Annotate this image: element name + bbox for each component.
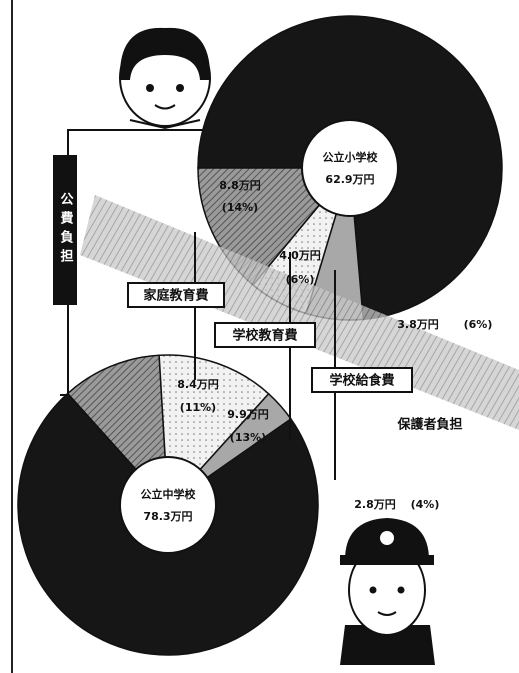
pie-center [301,119,399,217]
pie-total: 78.3万円 [143,510,192,523]
label-box [214,322,316,348]
pie-center [119,456,217,554]
percent-label: (6%) [286,273,315,286]
pie-label: 公立中学校 [141,487,197,501]
value-label: 4.0万円 [279,249,321,262]
percent-label: (4%) [411,498,440,511]
boy-illustration [340,518,435,665]
value-label: 8.8万円 [219,179,261,192]
value-label: 9.9万円 [227,408,269,421]
value-label: 8.4万円 [177,378,219,391]
category-label: 学校給食費 [329,373,394,389]
percent-label: (13%) [230,431,266,444]
value-label: 3.8万円 [397,318,439,331]
group-label: 保護者負担 [396,417,462,433]
percent-label: (6%) [464,318,493,331]
percent-label: (11%) [180,401,216,414]
label-box [311,367,413,393]
pie-total: 62.9万円 [325,173,374,186]
category-label: 学校教育費 [232,328,297,344]
girl-illustration [119,27,211,130]
public-box [53,155,77,305]
value-label: 2.8万円 [354,498,396,511]
pie-label: 公立小学校 [323,150,379,164]
category-label: 公費負担 [58,192,74,268]
category-label: 家庭教育費 [143,288,208,304]
percent-label: (14%) [222,201,258,214]
label-box [127,282,225,308]
